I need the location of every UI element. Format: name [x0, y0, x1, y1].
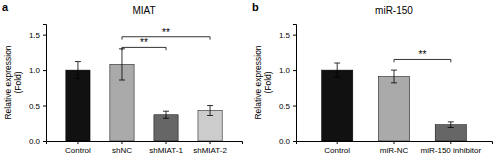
panel-label: a: [2, 1, 9, 13]
y-tick: 1.5: [279, 31, 296, 40]
y-axis-label: Relative expression(Fold): [253, 45, 273, 119]
x-tick: miR-NC: [380, 141, 409, 155]
x-tick-mark: [121, 141, 122, 144]
y-tick-mark: [293, 141, 296, 142]
x-tick-label: Control: [65, 146, 91, 155]
plot-area: [322, 63, 467, 141]
annotations: **: [394, 49, 451, 62]
x-tick-label: miR-NC: [380, 146, 409, 155]
x-tick-mark: [337, 141, 338, 144]
y-tick-mark: [43, 141, 46, 142]
x-tick: Control: [324, 141, 350, 155]
y-tick-label: 1.5: [279, 31, 291, 40]
x-tick-mark: [166, 141, 167, 144]
x-tick: shNC: [112, 141, 132, 155]
significance-label: **: [162, 27, 170, 38]
y-tick-mark: [43, 70, 46, 71]
significance-label: **: [419, 49, 427, 60]
panel-label: b: [252, 1, 259, 13]
annotations: ** **: [122, 27, 210, 50]
x-tick-label: shMIAT-1: [149, 146, 183, 155]
x-tick-label: miR-150 inhibitor: [421, 146, 482, 155]
x-tick: Control: [65, 141, 91, 155]
x-tick-mark: [450, 141, 451, 144]
axis-line: [43, 25, 47, 142]
y-tick-mark: [293, 35, 296, 36]
x-tick: miR-150 inhibitor: [421, 141, 482, 155]
error-bar: [334, 63, 340, 77]
x-axis: Control shNC shMIAT-1 shMIAT-2: [47, 141, 243, 155]
error-bar: [391, 70, 397, 83]
y-tick-label: 0.0: [279, 137, 291, 146]
figure: 0.0 0.5 1.0 1.5 Control shNC shMIAT-1 shMIAT-2 *…: [0, 0, 500, 159]
bar: [378, 76, 409, 141]
x-tick: shMIAT-1: [149, 141, 183, 155]
y-tick-mark: [43, 35, 46, 36]
x-tick-mark: [394, 141, 395, 144]
error-bar: [75, 62, 81, 79]
x-tick-mark: [77, 141, 78, 144]
axis-line: [47, 142, 243, 145]
x-tick-label: Control: [324, 146, 350, 155]
y-tick: 0.0: [279, 137, 296, 146]
x-tick: shMIAT-2: [193, 141, 227, 155]
x-tick-label: shNC: [112, 146, 132, 155]
y-tick: 1.5: [29, 31, 46, 40]
y-tick-label: 0.0: [29, 137, 41, 146]
error-bar: [207, 106, 213, 116]
x-axis: Control miR-NC miR-150 inhibitor: [297, 141, 493, 155]
bar: [322, 70, 353, 141]
y-axis: 0.0 0.5 1.0 1.5: [29, 25, 47, 147]
panel: 0.0 0.5 1.0 1.5 Control shNC shMIAT-1 shMIAT-2 *…: [2, 1, 243, 155]
y-tick: 0.5: [29, 102, 46, 111]
error-bar: [448, 122, 454, 128]
title: MIAT: [132, 5, 155, 16]
axis-line: [297, 142, 493, 145]
y-tick: 0.0: [29, 137, 46, 146]
y-tick-label: 1.0: [29, 66, 41, 75]
y-axis: 0.0 0.5 1.0 1.5: [279, 25, 297, 147]
bar: [66, 70, 90, 141]
title: miR-150: [375, 5, 413, 16]
panel: 0.0 0.5 1.0 1.5 Control miR-NC miR-150 inhibit…: [252, 1, 493, 155]
significance-label: **: [140, 37, 148, 48]
y-tick-label: 0.5: [29, 102, 41, 111]
error-bar: [119, 49, 125, 80]
error-bar: [163, 111, 169, 118]
x-tick-label: shMIAT-2: [193, 146, 227, 155]
y-axis-label: Relative expression(Fold): [3, 45, 23, 119]
y-tick-label: 0.5: [279, 102, 291, 111]
y-tick-label: 1.0: [279, 66, 291, 75]
y-tick-mark: [43, 106, 46, 107]
y-tick: 1.0: [29, 66, 46, 75]
x-tick-mark: [210, 141, 211, 144]
y-tick-label: 1.5: [29, 31, 41, 40]
axis-line: [293, 25, 297, 142]
y-tick-mark: [293, 70, 296, 71]
y-tick: 1.0: [279, 66, 296, 75]
y-tick-mark: [293, 106, 296, 107]
plot-area: [66, 49, 222, 141]
y-tick: 0.5: [279, 102, 296, 111]
